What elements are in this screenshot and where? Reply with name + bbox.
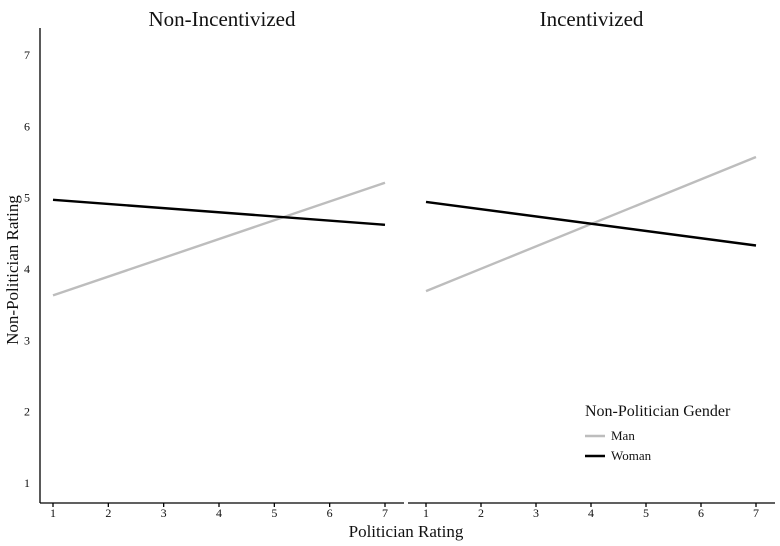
x-tick-label: 5 [271,506,277,520]
series-line-man [52,181,386,297]
x-tick-label: 3 [533,506,539,520]
x-tick-label: 5 [643,506,649,520]
legend-label-man: Man [611,428,635,443]
x-tick-label: 2 [105,506,111,520]
panel-title: Incentivized [540,7,644,31]
x-tick-label: 3 [161,506,167,520]
x-tick-label: 1 [423,506,429,520]
legend: Non-Politician Gender Man Woman [585,403,731,463]
legend-title: Non-Politician Gender [585,403,731,420]
x-tick-label: 4 [588,506,594,520]
y-tick-label: 1 [24,476,30,490]
x-tick-label: 7 [753,506,759,520]
panel-title: Non-Incentivized [149,7,296,31]
x-tick-label: 4 [216,506,222,520]
x-tick-label: 6 [698,506,704,520]
legend-items: Man Woman [585,428,652,463]
y-tick-label: 3 [24,333,30,347]
y-tick-label: 7 [24,48,30,62]
y-tick-label: 4 [24,262,30,276]
panel-2: Incentivized 1 2 3 4 5 6 7 [408,7,775,520]
y-tick-label: 6 [24,119,30,133]
series-line-woman [425,200,757,247]
x-tick-label: 7 [382,506,388,520]
series-line-woman [52,198,386,226]
x-tick-label: 6 [327,506,333,520]
x-tick-label: 2 [478,506,484,520]
x-tick-label: 1 [50,506,56,520]
y-tick-label: 2 [24,405,30,419]
panel-1: Non-Incentivized 1 2 3 4 5 6 7 1 2 3 4 5 6 7 [24,7,404,520]
y-axis-label: Non-Politician Rating [3,195,22,345]
legend-label-woman: Woman [611,448,652,463]
x-axis-label: Politician Rating [349,522,464,541]
y-tick-label: 5 [24,191,30,205]
